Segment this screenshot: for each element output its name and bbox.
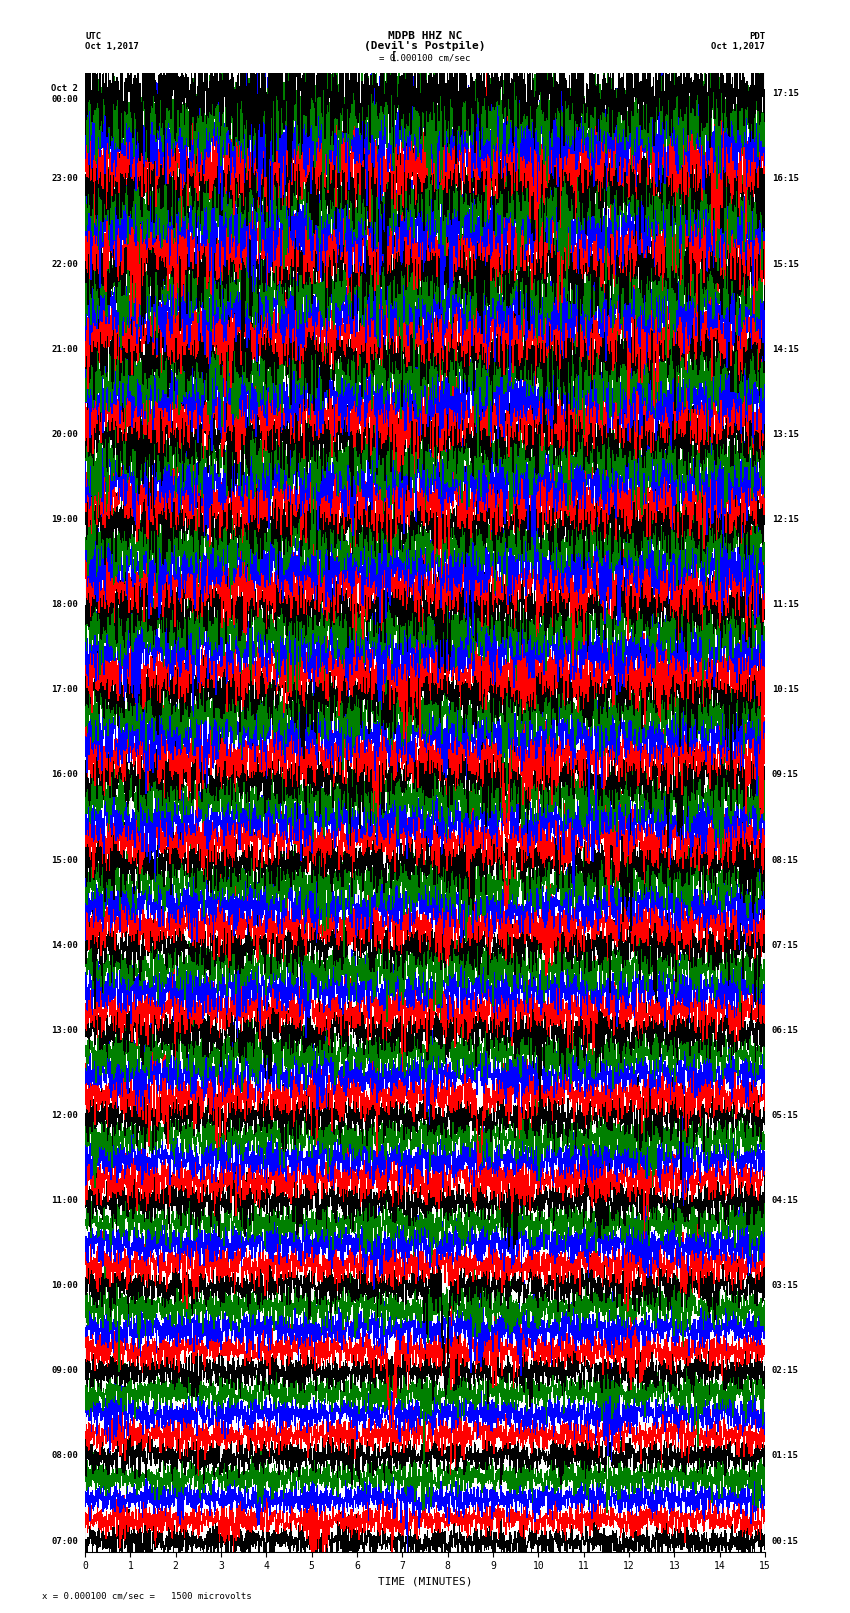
Text: 16:15: 16:15 <box>772 174 799 184</box>
Text: 17:15: 17:15 <box>772 89 799 98</box>
Text: 09:00: 09:00 <box>51 1366 78 1376</box>
Text: 20:00: 20:00 <box>51 431 78 439</box>
Text: 03:15: 03:15 <box>772 1281 799 1290</box>
Text: 13:15: 13:15 <box>772 431 799 439</box>
X-axis label: TIME (MINUTES): TIME (MINUTES) <box>377 1578 473 1587</box>
Text: 12:00: 12:00 <box>51 1111 78 1119</box>
Text: Oct 2
00:00: Oct 2 00:00 <box>51 84 78 103</box>
Text: 19:00: 19:00 <box>51 515 78 524</box>
Text: 21:00: 21:00 <box>51 345 78 353</box>
Text: 16:00: 16:00 <box>51 771 78 779</box>
Text: 14:00: 14:00 <box>51 940 78 950</box>
Text: 23:00: 23:00 <box>51 174 78 184</box>
Text: 06:15: 06:15 <box>772 1026 799 1036</box>
Text: x = 0.000100 cm/sec =   1500 microvolts: x = 0.000100 cm/sec = 1500 microvolts <box>42 1590 252 1600</box>
Text: = 0.000100 cm/sec: = 0.000100 cm/sec <box>379 53 471 63</box>
Text: 15:15: 15:15 <box>772 260 799 269</box>
Text: 12:15: 12:15 <box>772 515 799 524</box>
Text: 05:15: 05:15 <box>772 1111 799 1119</box>
Text: 22:00: 22:00 <box>51 260 78 269</box>
Text: 18:00: 18:00 <box>51 600 78 610</box>
Text: Oct 1,2017: Oct 1,2017 <box>85 42 139 50</box>
Text: 07:15: 07:15 <box>772 940 799 950</box>
Text: 14:15: 14:15 <box>772 345 799 353</box>
Text: 02:15: 02:15 <box>772 1366 799 1376</box>
Text: UTC: UTC <box>85 32 101 40</box>
Text: [: [ <box>391 52 398 61</box>
Text: 15:00: 15:00 <box>51 855 78 865</box>
Text: 04:15: 04:15 <box>772 1197 799 1205</box>
Text: MDPB HHZ NC: MDPB HHZ NC <box>388 31 462 40</box>
Text: 09:15: 09:15 <box>772 771 799 779</box>
Text: 00:15: 00:15 <box>772 1537 799 1545</box>
Text: 17:00: 17:00 <box>51 686 78 694</box>
Text: 10:00: 10:00 <box>51 1281 78 1290</box>
Text: (Devil's Postpile): (Devil's Postpile) <box>365 40 485 50</box>
Text: 01:15: 01:15 <box>772 1452 799 1460</box>
Text: 11:00: 11:00 <box>51 1197 78 1205</box>
Text: 11:15: 11:15 <box>772 600 799 610</box>
Text: PDT: PDT <box>749 32 765 40</box>
Text: 13:00: 13:00 <box>51 1026 78 1036</box>
Text: 08:15: 08:15 <box>772 855 799 865</box>
Text: 08:00: 08:00 <box>51 1452 78 1460</box>
Text: 10:15: 10:15 <box>772 686 799 694</box>
Text: Oct 1,2017: Oct 1,2017 <box>711 42 765 50</box>
Text: 07:00: 07:00 <box>51 1537 78 1545</box>
